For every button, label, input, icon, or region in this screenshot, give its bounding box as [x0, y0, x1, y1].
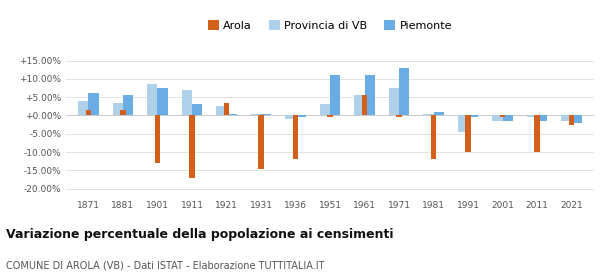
Legend: Arola, Provincia di VB, Piemonte: Arola, Provincia di VB, Piemonte — [203, 16, 457, 36]
Text: Variazione percentuale della popolazione ai censimenti: Variazione percentuale della popolazione… — [6, 228, 394, 241]
Bar — [527, 115, 537, 117]
Bar — [399, 68, 409, 115]
Bar — [434, 112, 444, 115]
Bar — [226, 114, 237, 115]
Bar — [365, 75, 375, 115]
Bar — [157, 88, 168, 115]
Bar — [86, 110, 91, 115]
Bar — [192, 104, 202, 115]
Bar — [251, 114, 261, 115]
Bar — [258, 115, 264, 169]
Bar — [113, 103, 123, 115]
Bar — [295, 115, 306, 117]
Bar — [569, 115, 574, 125]
Bar — [120, 110, 126, 115]
Bar — [561, 115, 572, 121]
Bar — [293, 115, 298, 159]
Bar — [88, 94, 99, 115]
Bar — [396, 115, 402, 117]
Bar — [572, 115, 582, 123]
Bar — [362, 95, 367, 115]
Bar — [78, 101, 88, 115]
Bar — [330, 75, 340, 115]
Bar — [468, 115, 478, 117]
Bar — [123, 95, 133, 115]
Bar — [465, 115, 471, 152]
Bar — [261, 114, 271, 115]
Bar — [503, 115, 513, 121]
Bar — [189, 115, 195, 178]
Bar — [534, 115, 540, 152]
Bar — [423, 114, 434, 115]
Bar — [500, 115, 505, 117]
Bar — [327, 115, 333, 117]
Bar — [354, 95, 365, 115]
Bar — [492, 115, 503, 121]
Bar — [216, 106, 226, 115]
Bar — [285, 115, 295, 119]
Bar — [389, 88, 399, 115]
Text: COMUNE DI AROLA (VB) - Dati ISTAT - Elaborazione TUTTITALIA.IT: COMUNE DI AROLA (VB) - Dati ISTAT - Elab… — [6, 260, 325, 270]
Bar — [537, 115, 547, 121]
Bar — [458, 115, 468, 132]
Bar — [320, 104, 330, 115]
Bar — [147, 84, 157, 115]
Bar — [431, 115, 436, 159]
Bar — [224, 103, 229, 115]
Bar — [182, 90, 192, 115]
Bar — [155, 115, 160, 163]
